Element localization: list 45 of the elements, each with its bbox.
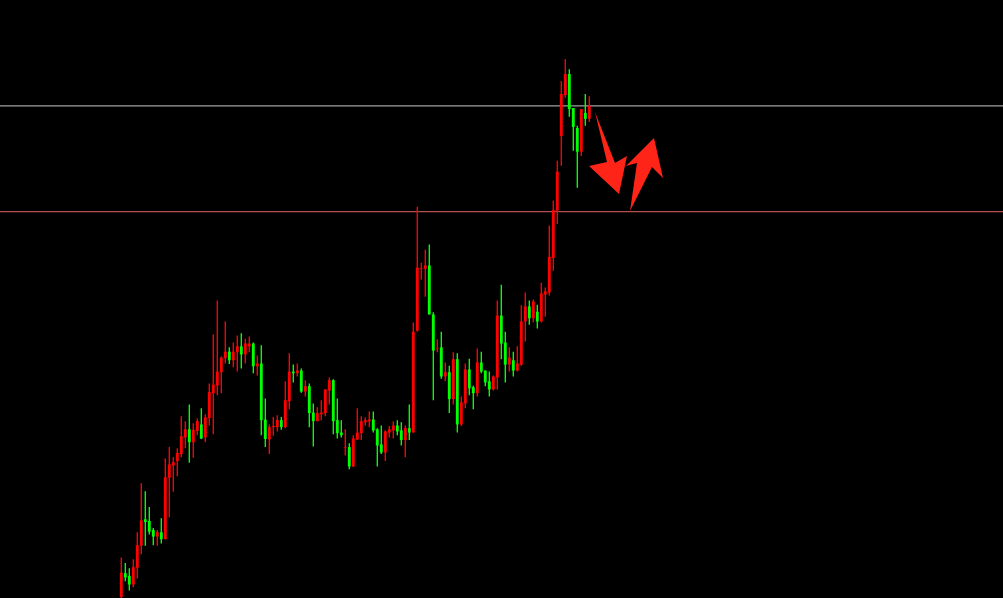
- candlestick: [239, 332, 243, 370]
- candlestick: [211, 333, 215, 435]
- candlestick: [179, 415, 183, 459]
- candlestick: [523, 291, 527, 343]
- candlestick: [407, 403, 411, 441]
- candlestick: [159, 517, 163, 545]
- candlestick: [299, 367, 303, 394]
- candlestick: [399, 421, 403, 447]
- candlestick: [219, 355, 223, 394]
- candlestick: [531, 298, 535, 324]
- candlestick: [199, 407, 203, 440]
- candlestick: [215, 299, 219, 397]
- candlestick: [127, 567, 131, 592]
- candlestick: [507, 346, 511, 373]
- candlestick: [251, 341, 255, 374]
- candlestick: [379, 424, 383, 455]
- candlestick: [383, 429, 387, 462]
- candlestick: [535, 304, 539, 330]
- candlestick: [575, 125, 579, 189]
- candlestick: [403, 424, 407, 459]
- candlestick: [359, 415, 363, 441]
- candlestick: [147, 506, 151, 536]
- candlestick: [511, 350, 515, 378]
- candlestick: [267, 423, 271, 455]
- candlestick: [223, 320, 227, 365]
- candlestick: [311, 402, 315, 448]
- candlestick: [527, 299, 531, 326]
- candlestick: [263, 397, 267, 448]
- candlestick: [347, 442, 351, 470]
- candlestick: [587, 95, 591, 123]
- candlestick: [171, 456, 175, 493]
- candlestick: [343, 428, 347, 456]
- candlestick: [243, 338, 247, 365]
- candlestick: [191, 422, 195, 459]
- candlestick: [443, 361, 447, 383]
- candlestick: [487, 370, 491, 398]
- candlestick: [235, 334, 239, 373]
- candlestick: [143, 490, 147, 547]
- candlestick: [187, 403, 191, 464]
- candlestick: [467, 357, 471, 397]
- candlestick: [271, 416, 275, 437]
- candlestick: [123, 562, 127, 582]
- candlestick: [231, 341, 235, 369]
- candlestick: [583, 93, 587, 127]
- candlestick: [423, 249, 427, 298]
